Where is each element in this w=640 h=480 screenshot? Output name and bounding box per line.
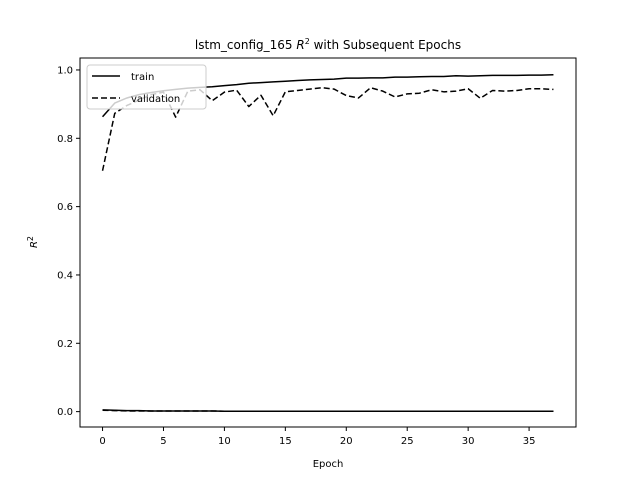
x-tick-label: 15 (279, 436, 292, 447)
y-axis-label: R2 (26, 236, 40, 248)
x-tick-label: 25 (401, 436, 414, 447)
y-tick-label: 0.0 (57, 407, 73, 418)
x-tick-label: 10 (218, 436, 231, 447)
plot-area (79, 57, 577, 428)
x-tick-label: 35 (523, 436, 536, 447)
series-line-validation-1 (101, 86, 554, 171)
y-tick-label: 0.6 (57, 202, 73, 213)
x-tick-label: 30 (462, 436, 475, 447)
y-tick-label: 0.2 (57, 339, 73, 350)
y-tick-label: 0.4 (57, 270, 73, 281)
legend-label-train: train (131, 72, 154, 83)
series-line-lower-dashed-3 (102, 409, 554, 413)
x-tick-label: 0 (99, 436, 105, 447)
legend-label-validation: validation (131, 94, 180, 105)
x-axis: 0 5 10 15 20 25 30 35 (99, 427, 535, 447)
plot-frame (79, 57, 577, 428)
legend: train validation (86, 64, 207, 110)
x-tick-label: 5 (160, 436, 166, 447)
y-axis: 0.0 0.2 0.4 0.6 0.8 1.0 (57, 65, 80, 418)
x-axis-label: Epoch (313, 459, 344, 470)
chart-title: lstm_config_165 R2 with Subsequent Epoch… (195, 37, 461, 52)
y-tick-label: 0.8 (57, 134, 73, 145)
y-tick-label: 1.0 (57, 65, 73, 76)
series-layer (101, 73, 554, 413)
x-tick-label: 20 (340, 436, 353, 447)
